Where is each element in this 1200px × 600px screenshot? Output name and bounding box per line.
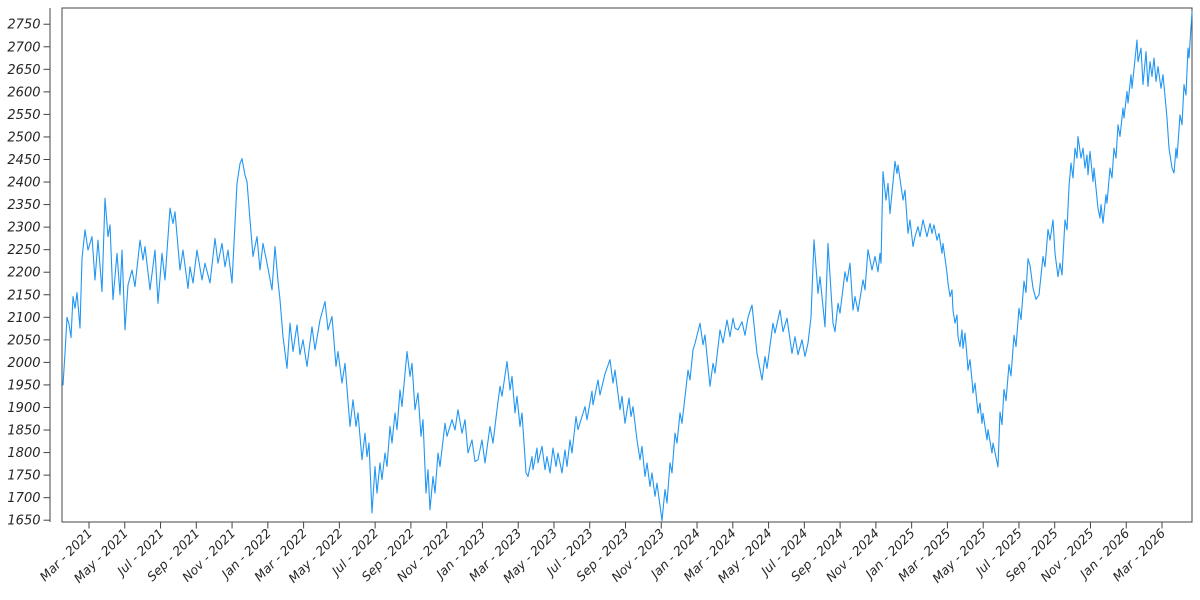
y-tick-label: 2150 xyxy=(7,288,40,303)
y-tick-label: 2550 xyxy=(7,108,40,123)
y-tick-label: 2250 xyxy=(7,243,40,258)
y-tick-label: 2650 xyxy=(7,63,40,78)
y-tick-label: 2000 xyxy=(7,356,40,371)
y-tick-label: 2400 xyxy=(7,176,40,191)
y-tick-label: 2500 xyxy=(7,130,40,145)
y-tick-label: 2700 xyxy=(7,40,40,55)
y-tick-label: 1650 xyxy=(7,514,40,529)
y-tick-label: 1950 xyxy=(7,378,40,393)
y-tick-label: 2450 xyxy=(7,153,40,168)
y-tick-label: 1800 xyxy=(7,446,40,461)
y-tick-label: 2300 xyxy=(7,221,40,236)
y-tick-label: 1700 xyxy=(7,491,40,506)
y-tick-label: 2350 xyxy=(7,198,40,213)
y-tick-label: 2050 xyxy=(7,333,40,348)
y-tick-label: 2600 xyxy=(7,85,40,100)
y-axis: 1650 1700 1750 1800 1850 1900 1950 2000 2050 2100… xyxy=(7,8,51,529)
plot-border xyxy=(61,7,1193,523)
y-tick-label: 1850 xyxy=(7,424,40,439)
y-tick-label: 2750 xyxy=(7,18,40,33)
y-tick-label: 1900 xyxy=(7,401,40,416)
y-tick-label: 2100 xyxy=(7,311,40,326)
y-tick-label: 2200 xyxy=(7,266,40,281)
series-line xyxy=(62,11,1193,522)
y-tick-label: 1750 xyxy=(7,469,40,484)
